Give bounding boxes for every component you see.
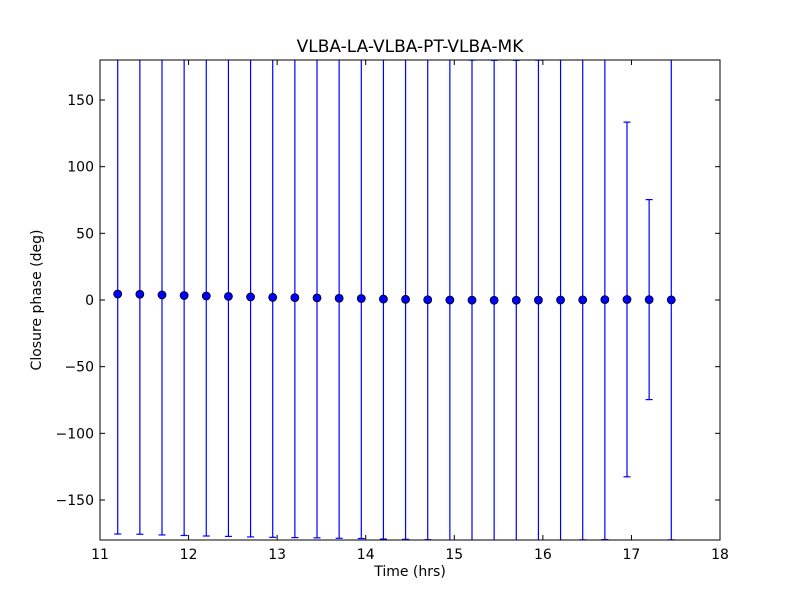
data-point bbox=[290, 293, 300, 303]
data-point bbox=[312, 293, 322, 303]
data-point bbox=[511, 295, 521, 305]
x-tick-label: 18 bbox=[711, 547, 729, 563]
data-point bbox=[666, 295, 676, 305]
data-point bbox=[578, 295, 588, 305]
data-point bbox=[201, 291, 211, 301]
x-tick-label: 13 bbox=[268, 547, 286, 563]
y-tick-label: 50 bbox=[76, 226, 94, 242]
x-tick-label: 15 bbox=[445, 547, 463, 563]
y-axis-label: Closure phase (deg) bbox=[29, 230, 45, 371]
data-point bbox=[356, 294, 366, 303]
data-point bbox=[246, 292, 255, 302]
x-tick-label: 11 bbox=[91, 547, 109, 563]
y-tick-label: 150 bbox=[67, 93, 94, 109]
plot-area bbox=[113, 60, 676, 540]
data-group bbox=[113, 60, 676, 540]
data-point bbox=[489, 295, 499, 305]
data-point bbox=[622, 295, 632, 304]
data-point bbox=[379, 294, 388, 304]
x-tick-label: 12 bbox=[180, 547, 198, 563]
x-tick-label: 16 bbox=[534, 547, 552, 563]
data-point bbox=[334, 293, 344, 303]
data-point bbox=[556, 295, 565, 305]
data-point bbox=[401, 294, 410, 304]
data-point bbox=[268, 292, 278, 302]
x-tick-label: 17 bbox=[623, 547, 641, 563]
data-point bbox=[600, 295, 610, 305]
data-point bbox=[467, 295, 477, 305]
chart-title: VLBA-LA-VLBA-PT-VLBA-MK bbox=[297, 37, 525, 57]
data-point bbox=[113, 289, 123, 299]
x-axis-label: Time (hrs) bbox=[373, 564, 446, 580]
data-point bbox=[135, 289, 145, 299]
data-point bbox=[534, 295, 543, 305]
data-point bbox=[644, 295, 654, 305]
y-tick-label: 100 bbox=[67, 160, 94, 176]
data-point bbox=[179, 291, 189, 300]
data-point bbox=[157, 290, 167, 300]
y-tick-label: −100 bbox=[56, 426, 94, 442]
data-point bbox=[224, 291, 233, 301]
axes: 11 12 13 14 15 16 17 18 −150 −100 −50 0 50 100 150 bbox=[56, 59, 729, 563]
data-point bbox=[445, 295, 455, 305]
x-tick-label: 14 bbox=[357, 547, 375, 563]
y-tick-label: −50 bbox=[64, 360, 94, 376]
y-tick-label: 0 bbox=[85, 293, 94, 309]
y-tick-label: −150 bbox=[56, 493, 94, 509]
data-point bbox=[423, 295, 433, 305]
